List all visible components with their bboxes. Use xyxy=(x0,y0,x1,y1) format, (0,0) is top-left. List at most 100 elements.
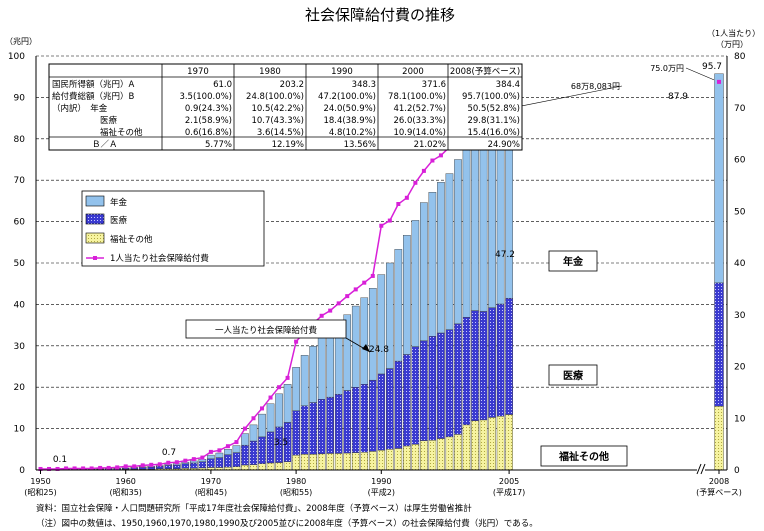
bar-medical xyxy=(445,329,454,438)
y-tick-right: 20 xyxy=(734,363,746,373)
x-tick-year: 1970 xyxy=(201,477,221,486)
y-tick-left: 100 xyxy=(8,52,25,62)
per-capita-point xyxy=(294,339,299,344)
x-tick-era: (昭和55) xyxy=(280,488,312,497)
y-tick-left: 30 xyxy=(14,342,26,352)
bar-pension xyxy=(454,159,462,325)
bar-pension xyxy=(462,146,471,318)
x-ticks: 1950 (昭和25) 1960 (昭和35) 1970 (昭和45) 1980 (昭和55)… xyxy=(24,470,742,497)
bar-medical xyxy=(232,452,241,467)
per-capita-point xyxy=(404,195,409,200)
per-capita-point xyxy=(115,465,120,470)
table-row-label: 医療 xyxy=(100,115,118,126)
table-row-label: 給付費総額（兆円）B xyxy=(52,91,135,102)
bar-pension xyxy=(411,220,420,347)
x-tick-era: (昭和35) xyxy=(109,488,141,497)
bar-pension xyxy=(479,129,488,312)
bar-pension xyxy=(386,262,394,369)
per-capita-point xyxy=(285,375,290,380)
table-header: 1990 xyxy=(331,67,353,77)
bar-pension xyxy=(300,355,309,407)
plot-frame xyxy=(35,56,728,471)
y-tick-left: 20 xyxy=(14,383,26,393)
table-row-label: （内訳） 年金 xyxy=(52,103,108,114)
right-axis-label-2: （万円） xyxy=(716,40,748,49)
bar-welfare xyxy=(496,415,505,471)
table-cell: 15.4(16.0%) xyxy=(467,128,520,138)
bar-welfare xyxy=(386,449,394,471)
table-cell: 61.0 xyxy=(213,80,232,90)
per-capita-point xyxy=(387,218,392,223)
y-tick-right: 60 xyxy=(734,156,746,166)
total-label: 24.8 xyxy=(369,345,389,355)
per-capita-point xyxy=(362,280,367,285)
bar-welfare xyxy=(258,463,266,471)
bar-medical xyxy=(224,454,232,468)
table-cell: 24.8(100.0%) xyxy=(246,92,304,102)
per-capita-point xyxy=(98,465,103,470)
table-cell: 10.7(43.3%) xyxy=(251,116,304,126)
per-capita-point xyxy=(242,426,247,431)
table-cell: 5.77% xyxy=(205,140,232,150)
bar-medical xyxy=(368,379,377,452)
per-capita-point xyxy=(174,460,179,465)
bar-pension xyxy=(275,393,283,428)
bar-pension xyxy=(326,329,334,398)
y-tick-right: 40 xyxy=(734,259,746,269)
bar-pension xyxy=(351,305,360,388)
bar-medical xyxy=(403,354,411,447)
table-cell: 0.9(24.3%) xyxy=(185,104,232,114)
bar-welfare xyxy=(505,414,513,471)
bar-pension xyxy=(343,314,352,391)
bar-medical xyxy=(496,303,505,417)
table-row-label: 福祉その他 xyxy=(100,127,143,138)
bar-label: 福祉その他 xyxy=(558,450,609,463)
bar-welfare xyxy=(403,445,411,471)
x-tick-year: 1950 xyxy=(30,477,50,486)
per-capita-point xyxy=(81,466,86,471)
legend-label-pension: 年金 xyxy=(110,197,128,208)
bar-pension xyxy=(403,235,411,355)
table-cell: 3.6(14.5%) xyxy=(257,128,304,138)
bar-welfare xyxy=(377,449,386,471)
bar-pension xyxy=(317,336,326,400)
callout-arrowhead xyxy=(362,344,370,352)
bar-medical xyxy=(420,340,428,441)
y-tick-left: 90 xyxy=(14,93,26,103)
y-tick-right: 30 xyxy=(734,311,746,321)
bar-welfare xyxy=(241,464,249,471)
table-cells: 1970 1980 1990 2000 2008(予算ベース) 国民所得額（兆円）A 61.… xyxy=(52,66,520,150)
bar-label-box xyxy=(540,445,628,467)
bar-welfare xyxy=(488,417,496,471)
bar-welfare xyxy=(462,424,471,471)
bar-welfare xyxy=(437,438,445,471)
legend-label-medical: 医療 xyxy=(110,215,128,226)
x-tick-era: (昭和45) xyxy=(195,488,227,497)
table-header: 1980 xyxy=(259,67,281,77)
per-capita-2008-label: 75.0万円 xyxy=(650,64,684,73)
bar-medical xyxy=(292,410,300,456)
bar-welfare xyxy=(300,454,309,471)
table-cell: 26.0(33.3%) xyxy=(393,116,446,126)
per-capita-point xyxy=(336,301,341,306)
bar-medical xyxy=(505,297,513,415)
total-label: 0.7 xyxy=(162,448,176,458)
bar-pension xyxy=(258,413,266,438)
per-capita-point xyxy=(234,440,239,445)
bar-welfare xyxy=(249,464,258,471)
bar-medical xyxy=(462,317,471,426)
bar-welfare xyxy=(283,461,292,471)
bar-label: 年金 xyxy=(563,255,584,268)
bar-medical xyxy=(173,464,181,469)
bar-medical xyxy=(394,360,403,449)
per-capita-point xyxy=(430,158,435,163)
y-tick-right: 50 xyxy=(734,207,746,217)
y-tick-right: 0 xyxy=(734,466,740,476)
per-capita-point xyxy=(438,153,443,158)
y-tick-left: 80 xyxy=(14,135,26,145)
legend-label-per-capita: 1人当たり社会保障給付費 xyxy=(110,253,209,264)
y-tick-left: 40 xyxy=(14,300,26,310)
per-capita-point xyxy=(149,462,154,467)
bar-medical xyxy=(437,332,445,439)
